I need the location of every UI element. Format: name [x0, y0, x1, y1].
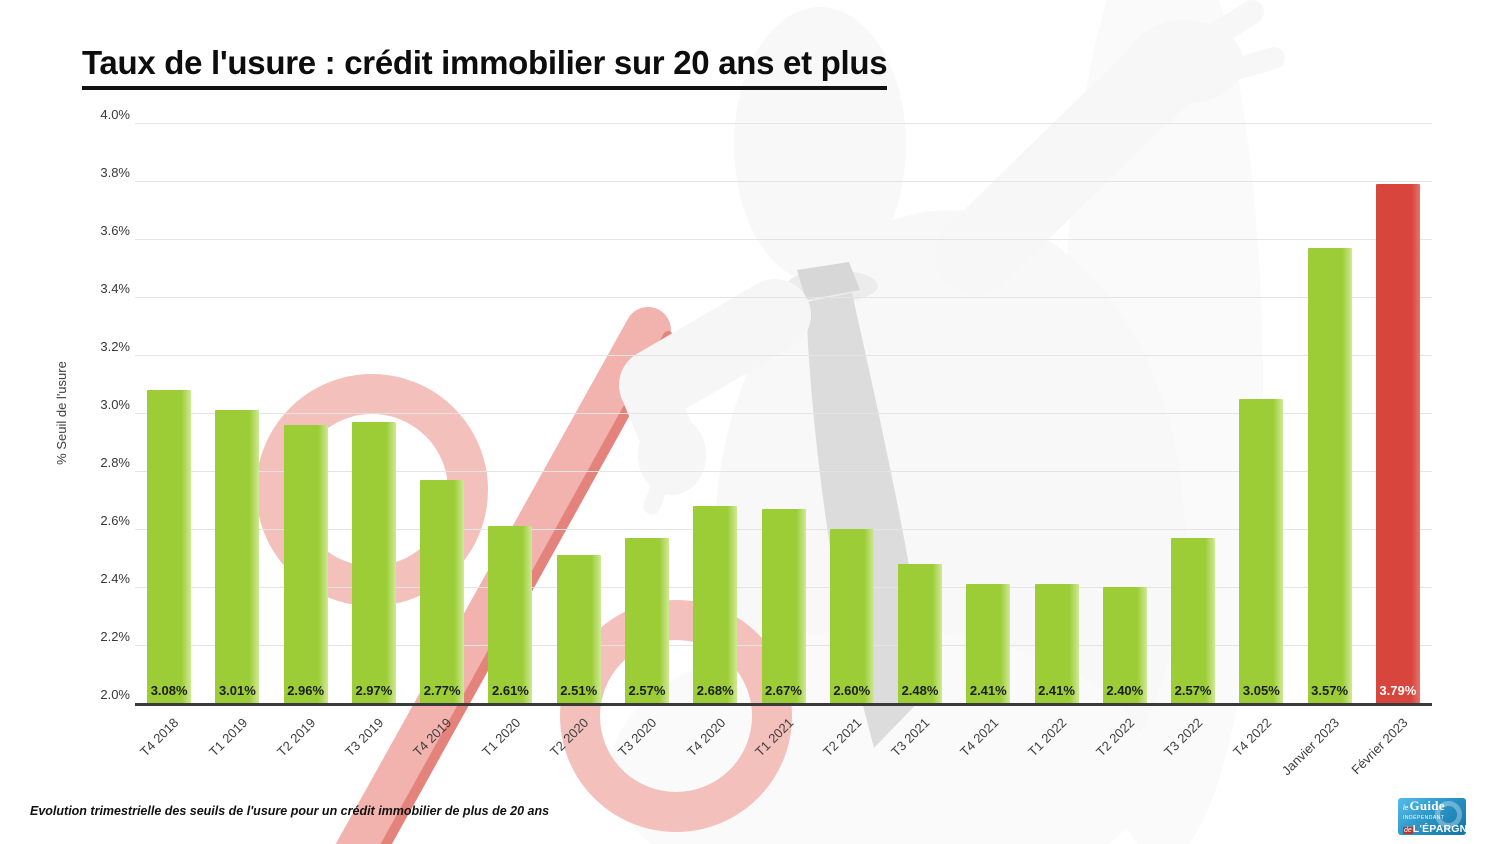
- bar-t1-2019[interactable]: [215, 410, 260, 703]
- x-axis-label: T3 2020: [615, 715, 660, 760]
- logo-epargne-line: deL'ÉPARGNE: [1403, 823, 1466, 835]
- brand-logo: leGuide INDÉPENDANT deL'ÉPARGNE: [1398, 798, 1466, 835]
- gridline: [135, 413, 1432, 414]
- page-title: Taux de l'usure : crédit immobilier sur …: [82, 44, 888, 90]
- bar-value-label: 3.01%: [218, 683, 256, 698]
- y-axis-tick-label: 3.8%: [100, 165, 130, 180]
- bar-value-label: 2.51%: [560, 683, 598, 698]
- bar-t1-2022[interactable]: [1034, 584, 1079, 703]
- x-axis-label: T3 2021: [888, 715, 933, 760]
- x-axis-label: T1 2020: [478, 715, 524, 760]
- bar-t2-2020[interactable]: [556, 555, 601, 703]
- bar-value-label: 3.57%: [1311, 683, 1349, 698]
- bar-value-label: 2.68%: [696, 683, 734, 698]
- bar-value-label: 2.60%: [833, 683, 871, 698]
- x-axis-label: T3 2019: [342, 715, 387, 760]
- bar-value-label: 2.61%: [492, 683, 529, 698]
- bar-value-label: 2.77%: [423, 683, 461, 698]
- x-axis-label: Janvier 2023: [1278, 715, 1343, 779]
- y-axis-tick-label: 3.2%: [100, 339, 130, 354]
- bar-t4-2021[interactable]: [966, 584, 1011, 703]
- gridline: [135, 297, 1432, 298]
- bar-t3-2020[interactable]: [624, 537, 669, 703]
- x-axis-label: T1 2021: [751, 715, 797, 760]
- bar-value-label: 2.41%: [1038, 683, 1075, 698]
- x-axis-label: T4 2020: [683, 715, 728, 760]
- bar-t4-2022[interactable]: [1239, 398, 1284, 703]
- bar-t4-2019[interactable]: [420, 479, 465, 703]
- x-axis-label: T2 2022: [1093, 715, 1138, 760]
- y-axis-tick-label: 3.4%: [100, 281, 130, 296]
- bar-t4-2020[interactable]: [693, 505, 738, 703]
- y-axis-tick-label: 2.4%: [100, 571, 130, 586]
- x-axis-label: T4 2021: [956, 715, 1001, 760]
- gridline: [135, 123, 1432, 124]
- bar-t2-2019[interactable]: [283, 424, 328, 703]
- logo-ring-icon: [1435, 801, 1462, 828]
- bar-t3-2021[interactable]: [898, 563, 943, 703]
- x-axis-label: T2 2021: [820, 715, 865, 760]
- bar-value-label: 2.57%: [1174, 683, 1212, 698]
- x-axis-line: [135, 703, 1432, 706]
- x-axis-label: T4 2018: [137, 715, 182, 760]
- bar-janvier-2023[interactable]: [1307, 247, 1352, 703]
- x-axis-label: T4 2019: [410, 715, 455, 760]
- footnote: Evolution trimestrielle des seuils de l'…: [30, 804, 550, 818]
- bar-février-2023[interactable]: [1375, 183, 1420, 703]
- y-axis-tick-label: 2.2%: [100, 629, 130, 644]
- bar-value-label: 2.96%: [287, 683, 325, 698]
- x-axis-label: T1 2019: [205, 715, 250, 760]
- bar-value-label: 2.41%: [969, 683, 1007, 698]
- gridline: [135, 471, 1432, 472]
- bar-value-label: 3.79%: [1379, 683, 1417, 698]
- bar-t4-2018[interactable]: [147, 389, 192, 703]
- y-axis-title: % Seuil de l'usure: [54, 361, 69, 465]
- x-axis-label: T3 2022: [1161, 715, 1206, 760]
- bar-value-label: 2.48%: [901, 683, 939, 698]
- bar-value-label: 3.05%: [1242, 683, 1280, 698]
- x-axis-label: T2 2020: [546, 715, 592, 760]
- bar-t3-2019[interactable]: [351, 421, 396, 703]
- gridline: [135, 181, 1432, 182]
- gridline: [135, 355, 1432, 356]
- bar-value-label: 2.57%: [628, 683, 666, 698]
- logo-subtitle: INDÉPENDANT: [1403, 815, 1445, 821]
- bar-value-label: 2.67%: [765, 683, 802, 698]
- y-axis-tick-label: 2.0%: [100, 687, 130, 702]
- x-axis-label: T4 2022: [1229, 715, 1274, 760]
- bar-t2-2022[interactable]: [1102, 587, 1147, 703]
- x-axis-label: T2 2019: [273, 715, 319, 760]
- y-axis-tick-label: 2.6%: [100, 513, 130, 528]
- bar-t1-2020[interactable]: [488, 526, 533, 703]
- x-axis-label: Février 2023: [1348, 715, 1411, 778]
- y-axis-tick-label: 3.0%: [100, 397, 130, 412]
- bar-value-label: 2.97%: [355, 683, 393, 698]
- bar-t3-2022[interactable]: [1171, 537, 1216, 703]
- bar-t2-2021[interactable]: [829, 529, 874, 703]
- y-axis-tick-label: 3.6%: [100, 223, 130, 238]
- y-axis-tick-label: 2.8%: [100, 455, 130, 470]
- gridline: [135, 239, 1432, 240]
- x-axis-label: T1 2022: [1024, 715, 1070, 760]
- bar-value-label: 2.40%: [1106, 683, 1144, 698]
- y-axis-tick-label: 4.0%: [100, 107, 130, 122]
- bar-t1-2021[interactable]: [761, 508, 806, 703]
- bar-value-label: 3.08%: [150, 683, 188, 698]
